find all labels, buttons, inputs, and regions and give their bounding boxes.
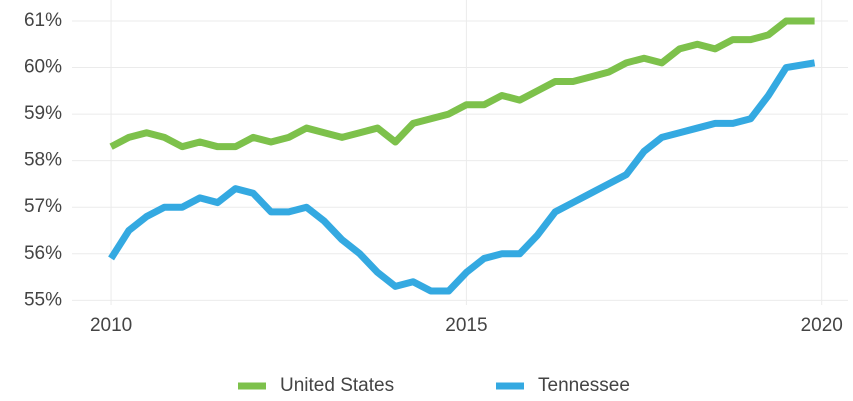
legend-label: United States (280, 375, 394, 396)
legend-label: Tennessee (538, 375, 630, 396)
y-tick-label: 59% (24, 103, 62, 124)
x-tick-label: 2010 (90, 315, 132, 336)
series-line (109, 17, 815, 151)
x-tick-label: 2015 (445, 315, 487, 336)
x-tick-label: 2020 (801, 315, 843, 336)
y-tick-label: 60% (24, 57, 62, 78)
y-tick-label: 58% (24, 150, 62, 171)
y-tick-label: 57% (24, 196, 62, 217)
series-line (108, 59, 816, 295)
y-tick-label: 55% (24, 289, 62, 310)
y-tick-label: 56% (24, 243, 62, 264)
y-tick-label: 61% (24, 10, 62, 31)
